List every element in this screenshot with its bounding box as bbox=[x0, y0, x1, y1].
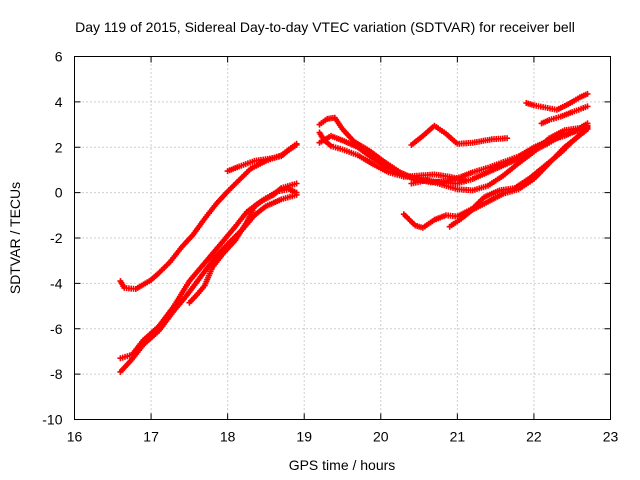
data-points bbox=[186, 186, 300, 306]
x-tick-label: 20 bbox=[373, 429, 389, 445]
x-tick-label: 21 bbox=[450, 429, 466, 445]
x-tick-labels: 16 17 18 19 20 21 22 23 bbox=[67, 429, 619, 445]
series-arc-4 bbox=[186, 186, 300, 306]
x-axis-label: GPS time / hours bbox=[289, 457, 396, 473]
x-tick-label: 18 bbox=[220, 429, 236, 445]
y-tick-label: -6 bbox=[50, 321, 63, 337]
data-points bbox=[446, 126, 591, 230]
y-tick-label: -2 bbox=[50, 230, 63, 246]
series-arc-10 bbox=[446, 126, 591, 230]
data-series bbox=[117, 90, 591, 375]
y-tick-labels: -10 -8 -6 -4 -2 0 2 4 6 bbox=[42, 49, 62, 428]
x-tick-label: 19 bbox=[296, 429, 312, 445]
x-tick-label: 17 bbox=[143, 429, 159, 445]
x-tick-label: 22 bbox=[526, 429, 542, 445]
y-tick-label: 4 bbox=[55, 94, 63, 110]
y-tick-label: -10 bbox=[42, 412, 62, 428]
series-arc-12 bbox=[523, 90, 591, 113]
data-points bbox=[523, 90, 591, 113]
data-points bbox=[408, 122, 511, 148]
y-tick-label: -8 bbox=[50, 366, 63, 382]
data-points bbox=[408, 120, 591, 194]
y-tick-label: -4 bbox=[50, 275, 63, 291]
x-tick-label: 23 bbox=[603, 429, 619, 445]
y-tick-label: 6 bbox=[55, 49, 63, 65]
series-arc-1b bbox=[224, 140, 300, 175]
data-points bbox=[224, 140, 300, 175]
series-arc-11 bbox=[408, 120, 591, 194]
y-tick-label: 0 bbox=[55, 185, 63, 201]
chart-title: Day 119 of 2015, Sidereal Day-to-day VTE… bbox=[75, 19, 575, 35]
grid-lines bbox=[74, 56, 611, 420]
y-tick-label: 2 bbox=[55, 139, 63, 155]
data-points bbox=[538, 103, 591, 127]
y-axis-label: SDTVAR / TECUs bbox=[7, 182, 23, 294]
axis-ticks bbox=[74, 56, 611, 420]
series-arc-13 bbox=[538, 103, 591, 127]
x-tick-label: 16 bbox=[67, 429, 83, 445]
series-arc-9 bbox=[408, 122, 511, 148]
